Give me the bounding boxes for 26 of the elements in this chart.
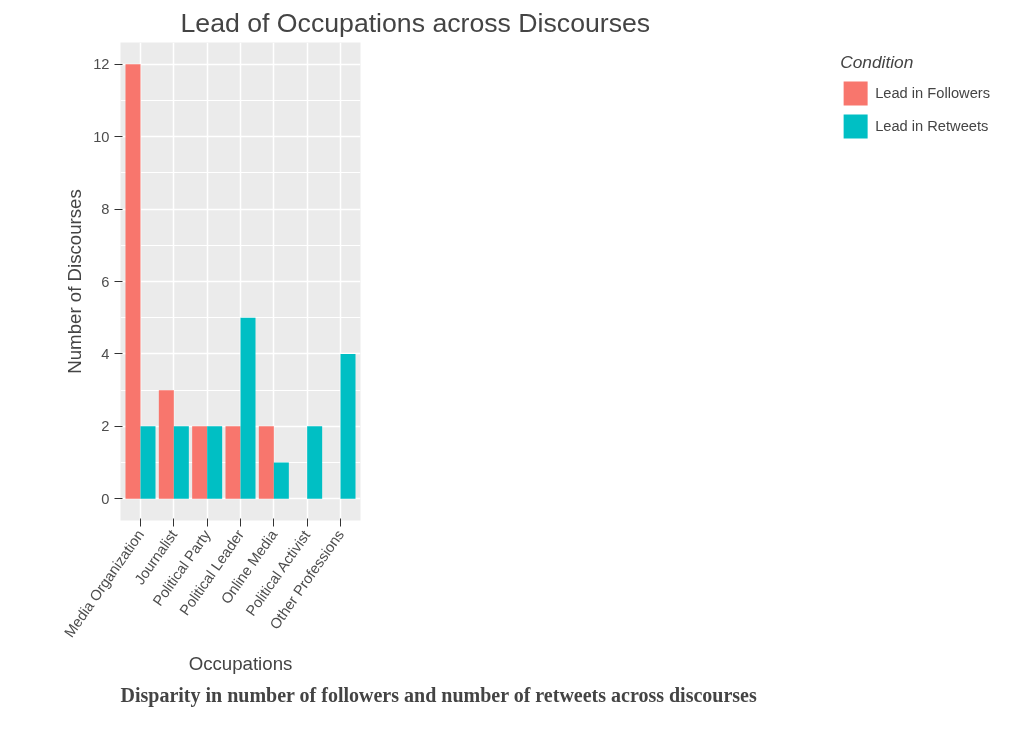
legend-label: Lead in Followers	[875, 85, 990, 101]
y-tick-label: 12	[93, 56, 110, 73]
bar	[258, 426, 274, 499]
bar	[158, 390, 174, 499]
y-tick-label: 4	[101, 345, 110, 362]
y-tick-label: 2	[101, 418, 110, 435]
legend-label: Lead in Retweets	[875, 118, 989, 134]
y-tick-label: 8	[101, 201, 110, 218]
bar	[173, 426, 189, 499]
y-tick-label: 0	[101, 490, 110, 507]
y-axis-title: Number of Discourses	[64, 189, 86, 374]
bar	[125, 64, 141, 499]
x-axis-title: Occupations	[188, 652, 293, 674]
bar	[307, 426, 323, 499]
text: Disparity in number of followers and number of retweets across discourses	[120, 683, 757, 707]
bar	[225, 426, 241, 499]
y-tick-label: 6	[101, 273, 110, 290]
bar	[192, 426, 208, 499]
legend-title: Condition	[840, 52, 915, 73]
bar	[340, 353, 356, 499]
bar	[207, 426, 223, 499]
text: Lead of Occupations across Discourses	[180, 7, 651, 38]
bar	[273, 462, 289, 499]
y-tick-label: 10	[93, 128, 110, 145]
bar	[140, 426, 156, 499]
bar	[240, 317, 256, 499]
